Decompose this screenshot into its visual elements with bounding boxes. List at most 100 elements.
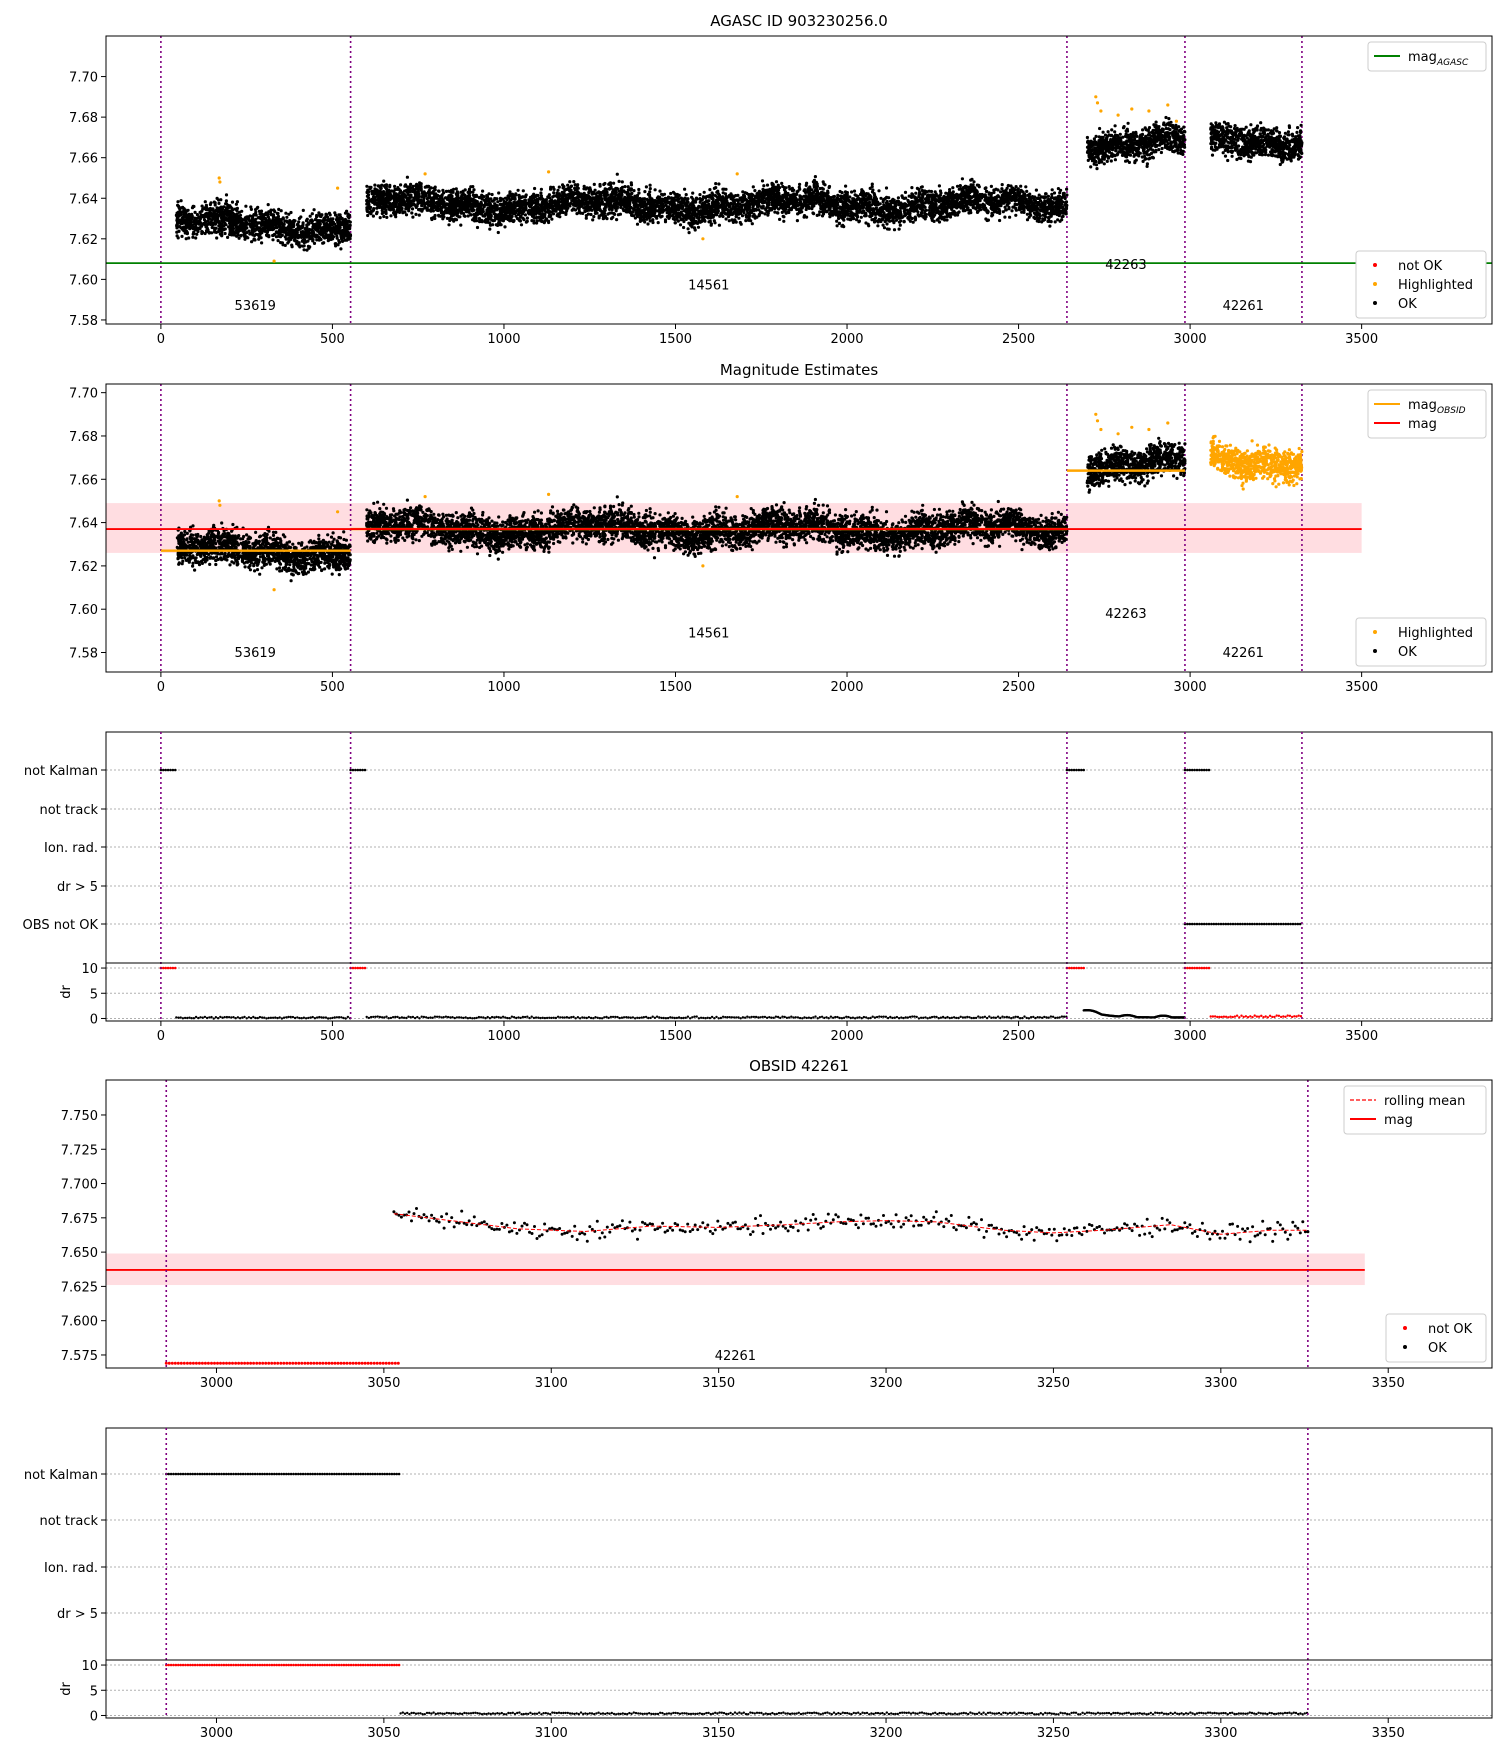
ok-point [184, 237, 188, 241]
ok-point [844, 184, 848, 188]
ok-point [892, 221, 896, 225]
ok-point [221, 205, 225, 209]
ok-point [437, 213, 441, 217]
ok-point [714, 182, 718, 186]
ok-point [444, 189, 448, 193]
ok-point [183, 227, 187, 231]
ok-point [708, 188, 712, 192]
ok-point [917, 190, 922, 194]
ok-point [382, 179, 386, 183]
ok-point [975, 183, 980, 187]
ok-point [311, 225, 315, 229]
ok-point [411, 215, 415, 219]
ok-point [411, 184, 415, 188]
ok-point [838, 189, 842, 194]
ok-point [472, 188, 476, 192]
ok-point [327, 228, 331, 232]
ok-point [249, 205, 253, 209]
ok-point [289, 210, 293, 215]
ok-point [709, 223, 713, 227]
ok-point [228, 232, 232, 237]
ok-point [311, 239, 315, 243]
ok-point [229, 216, 233, 220]
ok-point [208, 202, 212, 207]
ok-point [737, 216, 741, 220]
ok-point [394, 215, 398, 219]
ok-point [463, 214, 467, 218]
ok-point [260, 230, 264, 234]
ok-point [898, 223, 902, 227]
ok-point [346, 214, 350, 218]
ok-point [539, 191, 543, 195]
ok-point [239, 219, 243, 223]
ok-point [492, 198, 496, 202]
ok-point [254, 232, 258, 236]
ok-point [972, 180, 976, 184]
ok-point [175, 220, 180, 224]
ok-point [252, 238, 256, 242]
ok-point [648, 183, 652, 187]
ok-point [897, 220, 902, 224]
ok-point [338, 231, 342, 235]
ok-point [744, 214, 749, 218]
ok-point [333, 211, 337, 215]
ok-point [1053, 220, 1057, 224]
panel-agasc: AGASC ID 903230256.053619145614226342261… [69, 12, 1493, 347]
ok-point [310, 228, 314, 232]
ok-point [812, 212, 816, 216]
ok-point [375, 212, 379, 216]
ok-point [884, 186, 889, 190]
ok-point [292, 238, 296, 242]
ok-point [325, 225, 329, 229]
ok-point [608, 211, 612, 215]
ok-point [218, 228, 222, 232]
ok-point [235, 200, 239, 204]
ok-point [612, 181, 616, 185]
ok-point [951, 186, 955, 190]
ok-point [1059, 198, 1063, 202]
ok-point [264, 211, 268, 215]
ok-point [299, 215, 303, 219]
ok-point [626, 185, 630, 189]
ok-point [316, 229, 320, 233]
ok-point [611, 215, 615, 219]
ok-point [656, 221, 660, 225]
ok-point [258, 212, 262, 216]
ok-point [284, 219, 289, 223]
ok-point [686, 227, 690, 231]
ok-point [289, 230, 293, 234]
ok-point [846, 217, 850, 221]
ok-point [225, 217, 229, 221]
ok-point [340, 235, 345, 239]
ok-point [765, 205, 770, 209]
ok-point [781, 214, 785, 218]
ok-point [475, 225, 480, 230]
ok-point [532, 219, 536, 223]
ok-point [324, 232, 328, 236]
ok-point [304, 229, 308, 233]
ok-point [760, 211, 764, 215]
ok-point [663, 218, 668, 222]
ok-point [659, 215, 663, 219]
ok-point [316, 235, 320, 239]
ok-point [521, 189, 525, 193]
ok-point [283, 243, 287, 247]
ok-point [957, 187, 961, 191]
ok-point [179, 199, 183, 203]
ok-point [216, 208, 220, 212]
ok-point [539, 187, 544, 191]
ok-point [285, 228, 289, 232]
ok-point [900, 194, 904, 198]
ok-point [206, 219, 210, 223]
ok-point [276, 231, 280, 235]
ok-point [205, 230, 209, 234]
ok-point [708, 219, 712, 223]
ok-point [284, 211, 288, 215]
ok-point [216, 219, 220, 223]
ok-point [322, 217, 326, 221]
ok-point [286, 225, 290, 229]
ok-point [259, 236, 263, 240]
ok-point [342, 224, 346, 228]
ok-point [255, 225, 259, 229]
ok-point [534, 212, 538, 216]
